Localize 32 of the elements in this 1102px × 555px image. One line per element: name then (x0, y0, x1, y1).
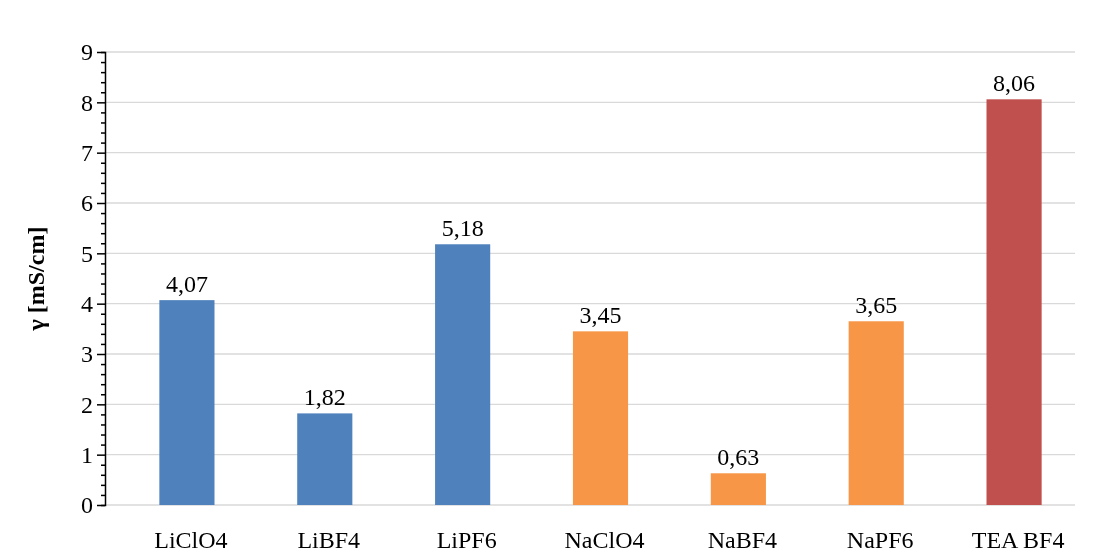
bar (297, 413, 353, 505)
x-tick-label: NaBF4 (707, 527, 778, 553)
y-tick-label: 6 (81, 190, 93, 217)
bar (572, 331, 629, 505)
data-label: 3,45 (579, 302, 622, 329)
data-label: 5,18 (441, 215, 484, 242)
y-axis-title: γ [mS/cm] (23, 226, 49, 332)
data-label: 8,06 (993, 70, 1036, 97)
y-tick-label: 5 (81, 240, 93, 267)
bar (710, 473, 766, 505)
y-tick-label: 2 (81, 391, 93, 418)
data-label: 0,63 (717, 444, 760, 471)
x-tick-label: LiClO4 (154, 527, 228, 553)
bar (435, 244, 491, 505)
x-tick-label: NaPF6 (846, 527, 914, 553)
x-tick-label: LiBF4 (297, 527, 361, 553)
x-tick-label: TEA BF4 (971, 527, 1065, 553)
y-tick-label: 4 (81, 290, 93, 317)
x-tick-label: LiPF6 (436, 527, 497, 553)
y-tick-label: 8 (81, 89, 93, 116)
y-tick-label: 7 (81, 139, 93, 166)
bar (986, 99, 1042, 505)
data-label: 3,65 (855, 292, 898, 319)
bar (159, 300, 215, 505)
y-tick-label: 9 (81, 39, 93, 66)
bar (848, 321, 904, 505)
y-tick-label: 1 (81, 441, 93, 468)
data-label: 1,82 (303, 384, 346, 411)
data-label: 4,07 (165, 271, 208, 298)
x-tick-label: NaClO4 (564, 527, 645, 553)
y-tick-label: 0 (81, 492, 93, 519)
y-tick-label: 3 (81, 341, 93, 368)
